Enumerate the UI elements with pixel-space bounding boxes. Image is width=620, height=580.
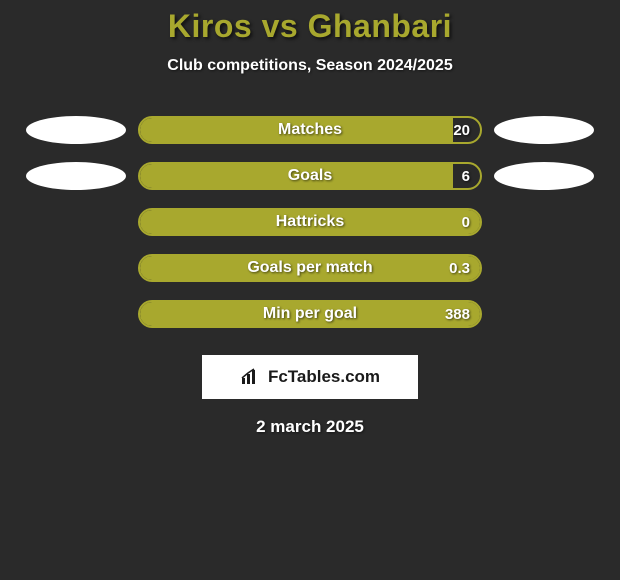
page-title: Kiros vs Ghanbari xyxy=(0,8,620,45)
right-ellipse-placeholder xyxy=(494,208,594,236)
right-ellipse-placeholder xyxy=(494,300,594,328)
stat-bar-fill xyxy=(140,302,480,326)
left-ellipse-placeholder xyxy=(26,208,126,236)
stat-rows: Matches 20 Goals 6 Hattricks 0 xyxy=(0,107,620,337)
bar-chart-icon xyxy=(240,368,262,386)
stat-value: 6 xyxy=(462,164,470,188)
right-ellipse xyxy=(494,162,594,190)
stat-bar: Matches 20 xyxy=(138,116,482,144)
source-logo: FcTables.com xyxy=(202,355,418,399)
stat-bar: Hattricks 0 xyxy=(138,208,482,236)
stat-row: Goals per match 0.3 xyxy=(0,245,620,291)
left-ellipse-placeholder xyxy=(26,254,126,282)
stat-bar-fill xyxy=(140,118,453,142)
infographic-root: Kiros vs Ghanbari Club competitions, Sea… xyxy=(0,0,620,437)
stat-value: 20 xyxy=(453,118,470,142)
stat-bar: Min per goal 388 xyxy=(138,300,482,328)
date-text: 2 march 2025 xyxy=(0,417,620,437)
stat-row: Min per goal 388 xyxy=(0,291,620,337)
stat-bar-fill xyxy=(140,210,480,234)
page-subtitle: Club competitions, Season 2024/2025 xyxy=(0,57,620,75)
stat-row: Matches 20 xyxy=(0,107,620,153)
left-ellipse-placeholder xyxy=(26,300,126,328)
right-ellipse-placeholder xyxy=(494,254,594,282)
left-ellipse xyxy=(26,116,126,144)
stat-bar-fill xyxy=(140,164,453,188)
left-ellipse xyxy=(26,162,126,190)
stat-bar: Goals per match 0.3 xyxy=(138,254,482,282)
source-logo-inner: FcTables.com xyxy=(240,367,380,387)
stat-row: Goals 6 xyxy=(0,153,620,199)
stat-row: Hattricks 0 xyxy=(0,199,620,245)
stat-bar: Goals 6 xyxy=(138,162,482,190)
source-logo-text: FcTables.com xyxy=(268,367,380,387)
stat-bar-fill xyxy=(140,256,480,280)
right-ellipse xyxy=(494,116,594,144)
